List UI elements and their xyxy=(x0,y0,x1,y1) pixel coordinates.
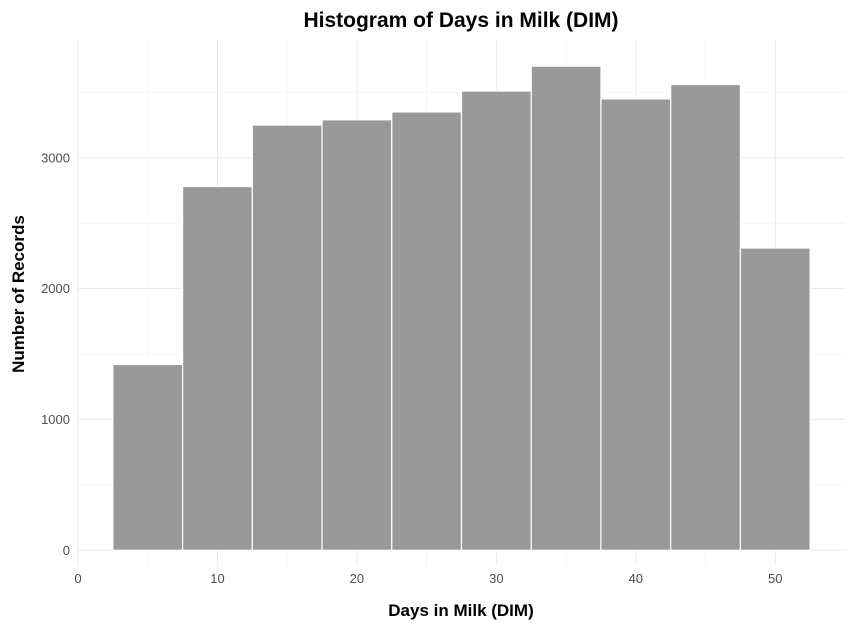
histogram-bar xyxy=(251,124,323,551)
y-tick-label: 1000 xyxy=(41,412,70,427)
histogram-bar xyxy=(181,185,253,551)
x-tick-label: 50 xyxy=(768,571,782,586)
x-tick-label: 10 xyxy=(210,571,224,586)
chart-title: Histogram of Days in Milk (DIM) xyxy=(303,9,618,32)
x-tick-label: 40 xyxy=(629,571,643,586)
histogram-bar xyxy=(670,83,742,551)
x-axis-title: Days in Milk (DIM) xyxy=(388,601,533,620)
histogram-bar xyxy=(460,90,532,551)
x-tick-label: 20 xyxy=(350,571,364,586)
bar-layer xyxy=(112,65,811,551)
y-tick-label: 0 xyxy=(63,543,70,558)
histogram-bar xyxy=(112,363,184,551)
histogram-bar xyxy=(530,65,602,551)
x-tick-label: 0 xyxy=(74,571,81,586)
histogram-bar xyxy=(321,119,393,551)
y-axis-title: Number of Records xyxy=(9,215,28,373)
histogram-bar xyxy=(391,111,463,551)
x-tick-label: 30 xyxy=(489,571,503,586)
histogram-bar xyxy=(739,247,811,551)
y-tick-label: 2000 xyxy=(41,281,70,296)
tick-label-layer: 0 10 20 30 40 50 0 1000 2000 3000 xyxy=(41,150,782,586)
histogram-bar xyxy=(600,98,672,551)
y-tick-label: 3000 xyxy=(41,150,70,165)
